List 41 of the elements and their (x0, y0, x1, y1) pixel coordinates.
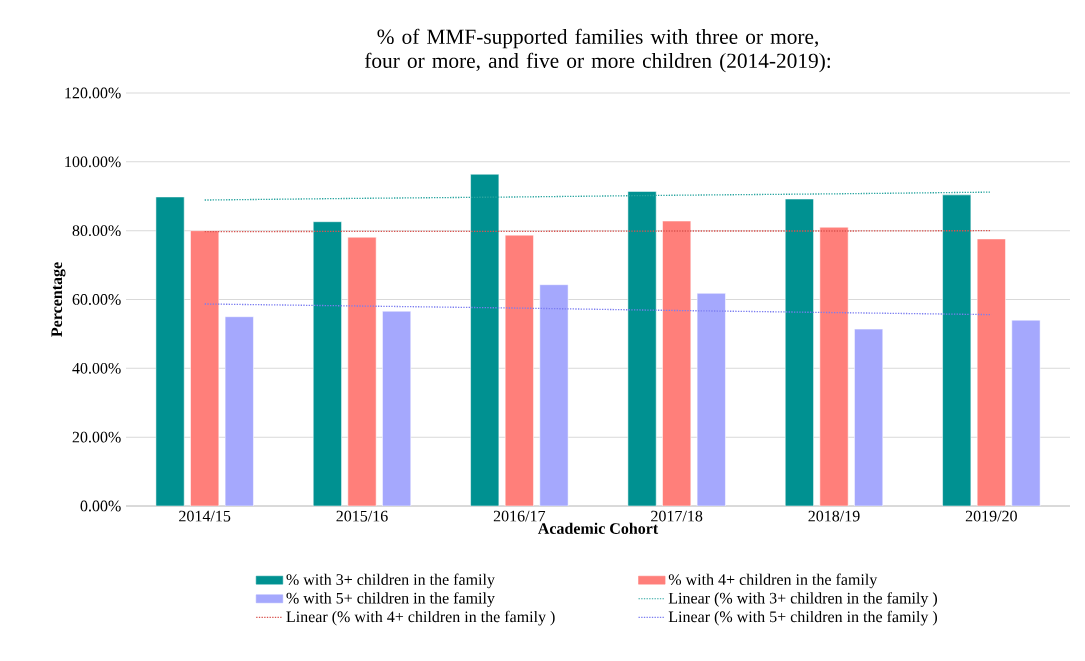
legend-label: % with 3+ children in the family (286, 573, 495, 589)
x-tick-label: 2017/18 (651, 510, 703, 522)
y-tick-label: 20.00% (72, 431, 121, 443)
line-series (204, 191, 993, 201)
bar (504, 234, 534, 506)
y-tick-label: 80.00% (72, 225, 121, 237)
legend-label: Linear (% with 5+ children in the family ) (668, 610, 938, 626)
y-tick-label: 40.00% (72, 362, 121, 374)
bar (382, 310, 412, 506)
bar (347, 236, 377, 506)
bar (312, 221, 342, 506)
bar (190, 230, 220, 506)
bar (155, 196, 185, 506)
legend-label: % with 5+ children in the family (286, 592, 495, 607)
bar (539, 284, 569, 506)
bar (942, 194, 972, 506)
chart-title: % of MMF-supported families with three or more, four or more, and five or more children (2014-2019): (364, 28, 830, 73)
bar (696, 293, 726, 506)
y-axis-title: Percentage (51, 262, 66, 337)
bar (819, 226, 849, 506)
bar (976, 238, 1006, 506)
bar (784, 198, 814, 506)
bar (470, 173, 500, 506)
y-tick-label: 0.00% (80, 500, 121, 512)
bar (627, 191, 657, 506)
bar (1011, 319, 1041, 506)
y-tick-label: 60.00% (72, 294, 121, 305)
x-tick-label: 2018/19 (808, 510, 860, 522)
x-tick-label: 2015/16 (336, 510, 388, 522)
x-tick-label: 2019/20 (965, 510, 1017, 522)
bar (662, 220, 692, 506)
x-axis-title: Academic Cohort (537, 522, 659, 534)
legend-label: Linear (% with 3+ children in the family ) (668, 592, 938, 607)
y-tick-label: 100.00% (65, 156, 121, 168)
legend-label: % with 4+ children in the family (668, 573, 878, 589)
x-tick-label: 2016/17 (493, 510, 546, 522)
legend-label: Linear (% with 4+ children in the family ) (286, 610, 555, 626)
bar (854, 328, 884, 506)
x-tick-label: 2014/15 (179, 510, 231, 522)
y-tick-label: 120.00% (65, 87, 121, 99)
bar (224, 316, 254, 506)
